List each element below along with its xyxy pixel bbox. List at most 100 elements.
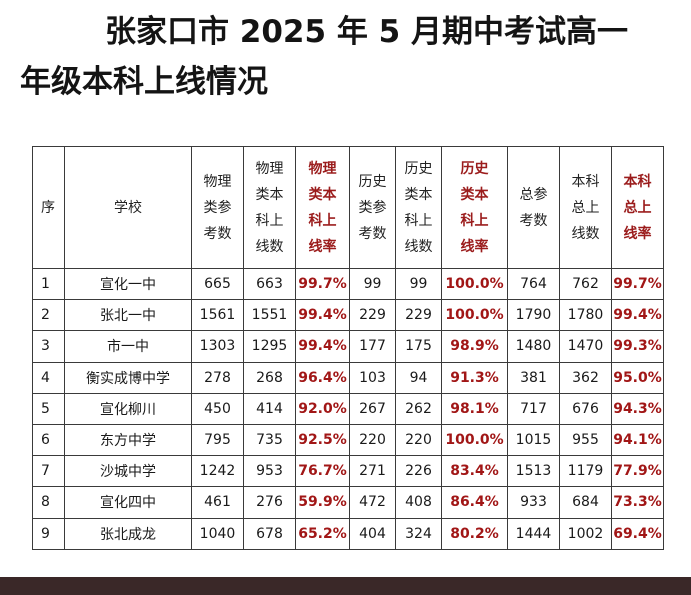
cell-history-examinees: 404 — [349, 517, 396, 550]
cell-index: 7 — [32, 455, 65, 488]
cell-index: 2 — [32, 299, 65, 332]
cell-history-rate: 83.4% — [441, 455, 508, 488]
cell-history-examinees: 229 — [349, 299, 396, 332]
cell-physics-examinees: 1040 — [191, 517, 244, 550]
cell-total-examinees: 1015 — [507, 423, 560, 457]
cell-physics-examinees: 450 — [191, 392, 244, 425]
cell-physics-examinees: 1303 — [191, 330, 244, 363]
header-history-rate-label: 历史 类本 科上 线率 — [460, 160, 489, 255]
cell-physics-passed: 1295 — [243, 330, 296, 363]
cell-index: 6 — [32, 423, 65, 457]
header-physics-rate: 物理 类本 科上 线率 — [295, 146, 350, 269]
header-physics-examinees: 物理 类参 考数 — [191, 146, 244, 269]
cell-school: 沙城中学 — [64, 455, 192, 488]
cell-history-passed: 226 — [395, 455, 442, 488]
table-row: 5 宣化柳川 450 414 92.0% 267 262 98.1% 717 676 94.3% — [32, 392, 664, 425]
cell-history-passed: 220 — [395, 423, 442, 457]
cell-physics-rate: 96.4% — [295, 361, 350, 394]
cell-total-rate: 73.3% — [611, 486, 664, 519]
cell-history-examinees: 99 — [349, 267, 396, 301]
header-total-examinees: 总参 考数 — [507, 146, 560, 269]
table-row: 4 衡实成博中学 278 268 96.4% 103 94 91.3% 381 362 95.0% — [32, 361, 664, 394]
cell-total-examinees: 933 — [507, 486, 560, 519]
cell-total-examinees: 1444 — [507, 517, 560, 550]
cell-history-rate: 91.3% — [441, 361, 508, 394]
cell-index: 1 — [32, 267, 65, 301]
cell-physics-passed: 735 — [243, 423, 296, 457]
cell-total-examinees: 764 — [507, 267, 560, 301]
title-line-1: 张家口市 2025 年 5 月期中考试高一 — [105, 14, 629, 50]
cell-physics-examinees: 278 — [191, 361, 244, 394]
header-total-passed: 本科 总上 线数 — [559, 146, 612, 269]
cell-total-rate: 69.4% — [611, 517, 664, 550]
cell-physics-rate: 59.9% — [295, 486, 350, 519]
table-row: 3 市一中 1303 1295 99.4% 177 175 98.9% 1480 1470 99.3… — [32, 330, 664, 363]
cell-total-passed: 1179 — [559, 455, 612, 488]
cell-school: 东方中学 — [64, 423, 192, 457]
table-row: 8 宣化四中 461 276 59.9% 472 408 86.4% 933 684 73.3% — [32, 486, 664, 519]
cell-physics-rate: 99.4% — [295, 299, 350, 332]
cell-physics-examinees: 1242 — [191, 455, 244, 488]
results-table: 序 学校 物理 类参 考数 物理 类本 科上 线数 物理 类本 科上 线率 历史 类参 考… — [32, 146, 664, 550]
cell-school: 衡实成博中学 — [64, 361, 192, 394]
header-history-rate: 历史 类本 科上 线率 — [441, 146, 508, 269]
cell-physics-rate: 99.4% — [295, 330, 350, 363]
cell-total-examinees: 381 — [507, 361, 560, 394]
cell-total-passed: 676 — [559, 392, 612, 425]
header-physics-passed: 物理 类本 科上 线数 — [243, 146, 296, 269]
cell-history-rate: 98.9% — [441, 330, 508, 363]
cell-total-rate: 99.3% — [611, 330, 664, 363]
cell-history-passed: 99 — [395, 267, 442, 301]
cell-total-passed: 684 — [559, 486, 612, 519]
cell-history-rate: 80.2% — [441, 517, 508, 550]
cell-school: 宣化柳川 — [64, 392, 192, 425]
header-school-label: 学校 — [114, 199, 142, 216]
cell-total-passed: 762 — [559, 267, 612, 301]
header-total-passed-label: 本科 总上 线数 — [571, 173, 600, 242]
cell-total-examinees: 1513 — [507, 455, 560, 488]
cell-total-examinees: 717 — [507, 392, 560, 425]
cell-physics-rate: 65.2% — [295, 517, 350, 550]
cell-history-rate: 100.0% — [441, 299, 508, 332]
cell-history-examinees: 267 — [349, 392, 396, 425]
cell-physics-passed: 276 — [243, 486, 296, 519]
cell-history-passed: 324 — [395, 517, 442, 550]
cell-total-rate: 94.3% — [611, 392, 664, 425]
cell-total-passed: 1470 — [559, 330, 612, 363]
cell-history-examinees: 177 — [349, 330, 396, 363]
cell-history-passed: 408 — [395, 486, 442, 519]
cell-physics-examinees: 665 — [191, 267, 244, 301]
cell-physics-rate: 92.5% — [295, 423, 350, 457]
table-row: 9 张北成龙 1040 678 65.2% 404 324 80.2% 1444 1002 69.4… — [32, 517, 664, 550]
header-total-rate-label: 本科 总上 线率 — [623, 173, 652, 242]
cell-total-passed: 362 — [559, 361, 612, 394]
cell-school: 张北成龙 — [64, 517, 192, 550]
header-history-examinees: 历史 类参 考数 — [349, 146, 396, 269]
header-row: 序 学校 物理 类参 考数 物理 类本 科上 线数 物理 类本 科上 线率 历史 类参 考… — [32, 146, 664, 269]
cell-school: 宣化一中 — [64, 267, 192, 301]
cell-school: 张北一中 — [64, 299, 192, 332]
cell-physics-passed: 663 — [243, 267, 296, 301]
cell-total-passed: 1780 — [559, 299, 612, 332]
cell-physics-examinees: 461 — [191, 486, 244, 519]
table-row: 1 宣化一中 665 663 99.7% 99 99 100.0% 764 762 99.7% — [32, 267, 664, 301]
cell-history-passed: 175 — [395, 330, 442, 363]
cell-school: 市一中 — [64, 330, 192, 363]
cell-physics-passed: 414 — [243, 392, 296, 425]
cell-physics-passed: 1551 — [243, 299, 296, 332]
header-physics-rate-label: 物理 类本 科上 线率 — [308, 160, 337, 255]
cell-physics-examinees: 795 — [191, 423, 244, 457]
cell-total-rate: 99.7% — [611, 267, 664, 301]
cell-history-passed: 229 — [395, 299, 442, 332]
cell-physics-rate: 76.7% — [295, 455, 350, 488]
cell-total-rate: 77.9% — [611, 455, 664, 488]
cell-history-examinees: 220 — [349, 423, 396, 457]
title-line-2: 年级本科上线情况 — [20, 64, 268, 100]
table-row: 7 沙城中学 1242 953 76.7% 271 226 83.4% 1513 1179 77.9… — [32, 455, 664, 488]
cell-index: 8 — [32, 486, 65, 519]
cell-school: 宣化四中 — [64, 486, 192, 519]
table-row: 2 张北一中 1561 1551 99.4% 229 229 100.0% 1790 1780 99… — [32, 299, 664, 332]
header-physics-examinees-label: 物理 类参 考数 — [203, 173, 232, 242]
cell-history-rate: 100.0% — [441, 423, 508, 457]
cell-total-rate: 94.1% — [611, 423, 664, 457]
